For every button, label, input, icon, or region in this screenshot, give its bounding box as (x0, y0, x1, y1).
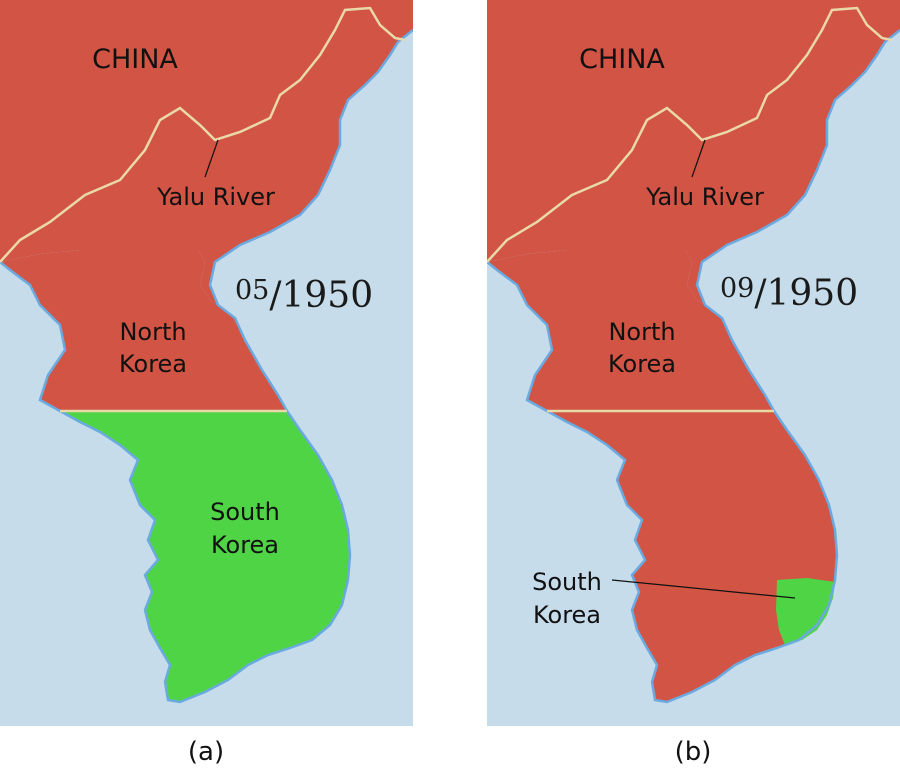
south-korea-label-line2: Korea (533, 601, 601, 629)
yalu-river-label: Yalu River (156, 183, 275, 211)
date-label: 05/1950 (235, 275, 373, 316)
south-korea-leader-line (611, 579, 796, 599)
north-korea-label-line2: Korea (119, 350, 187, 378)
china-label: CHINA (579, 44, 665, 75)
date-year: /1950 (754, 273, 858, 314)
date-year: /1950 (269, 275, 373, 316)
korea-map-a: CHINA Yalu River North Korea South Korea… (0, 0, 413, 726)
date-month: 05 (235, 275, 269, 306)
map-panel-b: CHINA Yalu River North Korea South Korea… (487, 0, 900, 726)
coastline (0, 29, 413, 704)
caption-b: (b) (674, 737, 712, 767)
china-korea-border (0, 6, 406, 263)
pusan-perimeter-territory (776, 578, 835, 645)
map-panel-a: CHINA Yalu River North Korea South Korea… (0, 0, 413, 726)
north-korea-label-line1: North (119, 318, 186, 346)
yalu-river-leader-line (204, 139, 219, 178)
south-korea-label-line2: Korea (211, 531, 279, 559)
south-korea-label-line1: South (210, 498, 280, 526)
north-korea-label-line2: Korea (608, 350, 676, 378)
china-label: CHINA (92, 44, 178, 75)
north-korea-label-line1: North (608, 318, 675, 346)
korea-map-b: CHINA Yalu River North Korea South Korea… (487, 0, 900, 726)
south-korea-label-line1: South (532, 568, 602, 596)
date-month: 09 (720, 273, 754, 304)
china-korea-border (487, 6, 893, 263)
date-label: 09/1950 (720, 273, 858, 314)
north-korea-territory (487, 250, 774, 411)
yalu-river-label: Yalu River (645, 183, 764, 211)
coastline (487, 29, 900, 704)
caption-a: (a) (187, 737, 225, 767)
china-territory (0, 0, 413, 318)
north-korea-territory (0, 250, 287, 411)
yalu-river-leader-line (691, 139, 706, 178)
china-territory (487, 0, 900, 318)
